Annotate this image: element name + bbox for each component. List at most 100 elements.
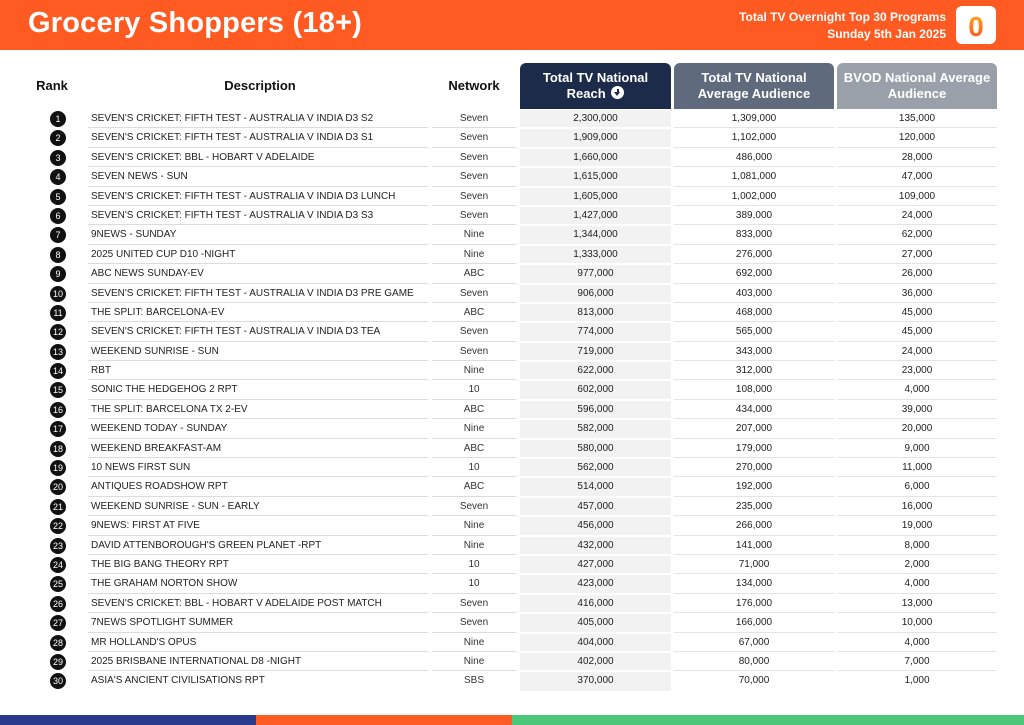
footer-stripe-blue [0, 715, 256, 725]
rank-badge: 22 [50, 518, 66, 535]
bvod-audience-cell: 8,000 [837, 537, 997, 555]
reach-cell: 602,000 [520, 381, 671, 400]
average-audience-cell: 565,000 [674, 323, 834, 342]
average-audience-cell: 692,000 [674, 265, 834, 284]
description-cell: SEVEN'S CRICKET: FIFTH TEST - AUSTRALIA … [88, 129, 428, 148]
network-cell: Nine [432, 420, 516, 439]
average-audience-cell: 1,309,000 [674, 110, 834, 129]
bvod-audience-cell: 4,000 [837, 381, 997, 400]
network-cell: 10 [432, 575, 516, 594]
reach-cell: 423,000 [520, 575, 671, 594]
reach-cell: 1,660,000 [520, 148, 671, 168]
bvod-audience-cell: 62,000 [837, 226, 997, 245]
network-cell: Seven [432, 614, 516, 633]
network-cell: 10 [432, 459, 516, 478]
network-cell: Seven [432, 168, 516, 187]
bvod-audience-cell: 120,000 [837, 129, 997, 148]
rank-cell: 1 [40, 110, 76, 128]
bvod-audience-cell: 39,000 [837, 401, 997, 420]
reach-cell: 622,000 [520, 362, 671, 381]
network-cell: Seven [432, 323, 516, 342]
average-audience-cell: 266,000 [674, 517, 834, 536]
network-cell: Nine [432, 634, 516, 652]
table-row: 11 THE SPLIT: BARCELONA-EV ABC 813,000 468,0… [0, 303, 1024, 323]
header-bar: Grocery Shoppers (18+) Total TV Overnigh… [0, 0, 1024, 50]
description-cell: ASIA'S ANCIENT CIVILISATIONS RPT [91, 675, 265, 687]
network-cell: ABC [432, 304, 516, 323]
rank-badge: 28 [50, 634, 66, 651]
network-cell: Nine [432, 537, 516, 555]
table-row: 5 SEVEN'S CRICKET: FIFTH TEST - AUSTRALIA… [0, 187, 1024, 207]
rank-badge: 6 [50, 207, 66, 224]
bvod-audience-cell: 24,000 [837, 207, 997, 226]
rank-cell: 12 [40, 323, 76, 341]
bvod-audience-cell: 16,000 [837, 498, 997, 517]
reach-header-label: Total TV National Reach [542, 70, 649, 101]
reach-cell: 1,344,000 [520, 226, 671, 245]
description-cell: SEVEN'S CRICKET: FIFTH TEST - AUSTRALIA … [88, 188, 428, 206]
rank-badge: 25 [50, 576, 66, 593]
reach-cell: 427,000 [520, 555, 671, 575]
description-cell: SONIC THE HEDGEHOG 2 RPT [88, 381, 428, 400]
network-cell: Seven [432, 595, 516, 614]
rank-cell: 3 [40, 149, 76, 167]
rank-cell: 21 [40, 498, 76, 516]
description-cell: DAVID ATTENBOROUGH'S GREEN PLANET -RPT [88, 537, 428, 555]
reach-cell: 456,000 [520, 517, 671, 536]
description-cell: THE GRAHAM NORTON SHOW [88, 575, 428, 594]
description-cell: 2025 BRISBANE INTERNATIONAL D8 -NIGHT [88, 653, 428, 672]
bvod-audience-cell: 26,000 [837, 265, 997, 284]
reach-cell: 1,427,000 [520, 206, 671, 226]
rank-badge: 20 [50, 479, 66, 496]
rank-badge: 29 [50, 653, 66, 670]
description-cell: SEVEN'S CRICKET: FIFTH TEST - AUSTRALIA … [88, 323, 428, 342]
bvod-audience-cell: 47,000 [837, 168, 997, 187]
table-row: 13 WEEKEND SUNRISE - SUN Seven 719,000 343,0… [0, 342, 1024, 362]
table-row: 19 10 NEWS FIRST SUN 10 562,000 270,000 11,00… [0, 459, 1024, 478]
description-cell: WEEKEND SUNRISE - SUN - EARLY [88, 498, 428, 517]
average-audience-cell: 179,000 [674, 440, 834, 459]
rank-cell: 19 [40, 459, 76, 477]
rank-cell: 8 [40, 246, 76, 264]
rank-cell: 24 [40, 556, 76, 574]
reach-cell: 405,000 [520, 614, 671, 633]
description-cell: SEVEN NEWS - SUN [88, 168, 428, 187]
footer-stripe-green [512, 715, 1024, 725]
table-row: 2 SEVEN'S CRICKET: FIFTH TEST - AUSTRALIA… [0, 129, 1024, 148]
network-cell: Seven [432, 129, 516, 148]
rank-cell: 9 [40, 265, 76, 283]
description-cell: WEEKEND BREAKFAST-AM [88, 440, 428, 459]
average-audience-cell: 80,000 [674, 653, 834, 672]
rank-cell: 6 [40, 207, 76, 225]
table-row: 14 RBT Nine 622,000 312,000 23,000 [0, 362, 1024, 381]
network-cell: ABC [432, 478, 516, 497]
network-cell: Nine [432, 226, 516, 245]
rank-cell: 16 [40, 401, 76, 419]
column-header-reach[interactable]: Total TV National Reach [520, 63, 671, 109]
rank-cell: 30 [40, 672, 76, 690]
description-cell: SEVEN'S CRICKET: FIFTH TEST - AUSTRALIA … [88, 110, 428, 129]
reach-cell: 432,000 [520, 536, 671, 555]
average-audience-cell: 207,000 [674, 420, 834, 439]
table-row: 8 2025 UNITED CUP D10 -NIGHT Nine 1,333,000… [0, 245, 1024, 265]
table-row: 30 ASIA'S ANCIENT CIVILISATIONS RPT SBS 370… [0, 672, 1024, 691]
bvod-audience-cell: 4,000 [837, 575, 997, 594]
reach-cell: 813,000 [520, 303, 671, 323]
rank-badge: 17 [50, 421, 66, 438]
rank-cell: 4 [40, 168, 76, 186]
bvod-audience-cell: 13,000 [837, 595, 997, 614]
table-row: 21 WEEKEND SUNRISE - SUN - EARLY Seven 457,… [0, 497, 1024, 517]
reach-cell: 404,000 [520, 633, 671, 652]
table-row: 20 ANTIQUES ROADSHOW RPT ABC 514,000 192,000… [0, 478, 1024, 497]
reach-cell: 562,000 [520, 459, 671, 478]
average-audience-cell: 486,000 [674, 149, 834, 168]
description-cell: 9NEWS: FIRST AT FIVE [88, 517, 428, 536]
column-header-network: Network [448, 78, 500, 93]
table-row: 10 SEVEN'S CRICKET: FIFTH TEST - AUSTRALI… [0, 284, 1024, 304]
table-row: 3 SEVEN'S CRICKET: BBL - HOBART V ADELAID… [0, 148, 1024, 168]
description-cell: 10 NEWS FIRST SUN [88, 459, 428, 478]
rank-badge: 15 [50, 382, 66, 399]
description-cell: 2025 UNITED CUP D10 -NIGHT [88, 246, 428, 265]
oztam-logo: 0 [956, 6, 996, 44]
bvod-audience-cell: 109,000 [837, 188, 997, 206]
